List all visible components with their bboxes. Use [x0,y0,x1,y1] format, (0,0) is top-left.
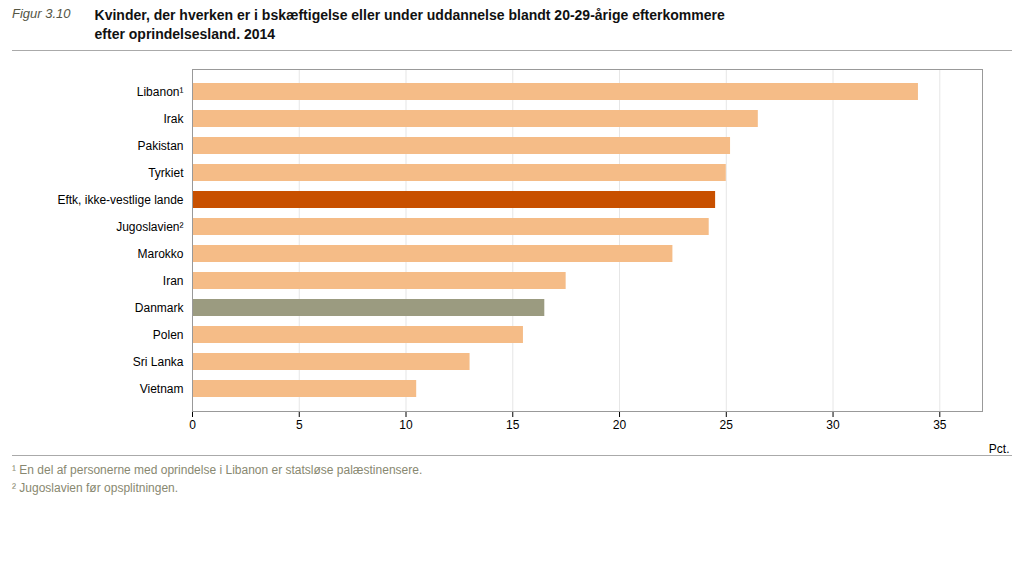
html-text:¹ En del af personerne med opr: ¹ En del af personerne med oprindelse i … [12,462,423,477]
svg-text:Iran: Iran [163,274,184,288]
svg-text:25: 25 [720,418,734,432]
svg-text:15: 15 [506,418,520,432]
svg-text:Jugoslavien²: Jugoslavien² [116,220,183,234]
svg-text:Pakistan: Pakistan [137,139,183,153]
svg-text:Marokko: Marokko [137,247,183,261]
svg-text:Sri Lanka: Sri Lanka [133,355,184,369]
svg-text:0: 0 [189,418,196,432]
svg-text:30: 30 [826,418,840,432]
svg-text:5: 5 [296,418,303,432]
html-text:Figur 3.10: Figur 3.10 [12,6,71,21]
svg-text:Libanon¹: Libanon¹ [137,85,184,99]
svg-text:Tyrkiet: Tyrkiet [148,166,184,180]
svg-text:Pct.: Pct. [989,441,1010,455]
svg-text:Vietnam: Vietnam [140,382,184,396]
html-text:² Jugoslavien før opsplitninge: ² Jugoslavien før opsplitningen. [12,480,179,495]
svg-text:Danmark: Danmark [135,301,185,315]
html-text:Kvinder, der hverken er i bskæ: Kvinder, der hverken er i bskæftigelse e… [94,7,725,42]
svg-text:Polen: Polen [153,328,184,342]
svg-text:10: 10 [399,418,413,432]
svg-text:35: 35 [933,418,947,432]
svg-text:20: 20 [613,418,627,432]
svg-text:Eftk, ikke-vestlige lande: Eftk, ikke-vestlige lande [57,193,183,207]
svg-text:Irak: Irak [163,112,184,126]
